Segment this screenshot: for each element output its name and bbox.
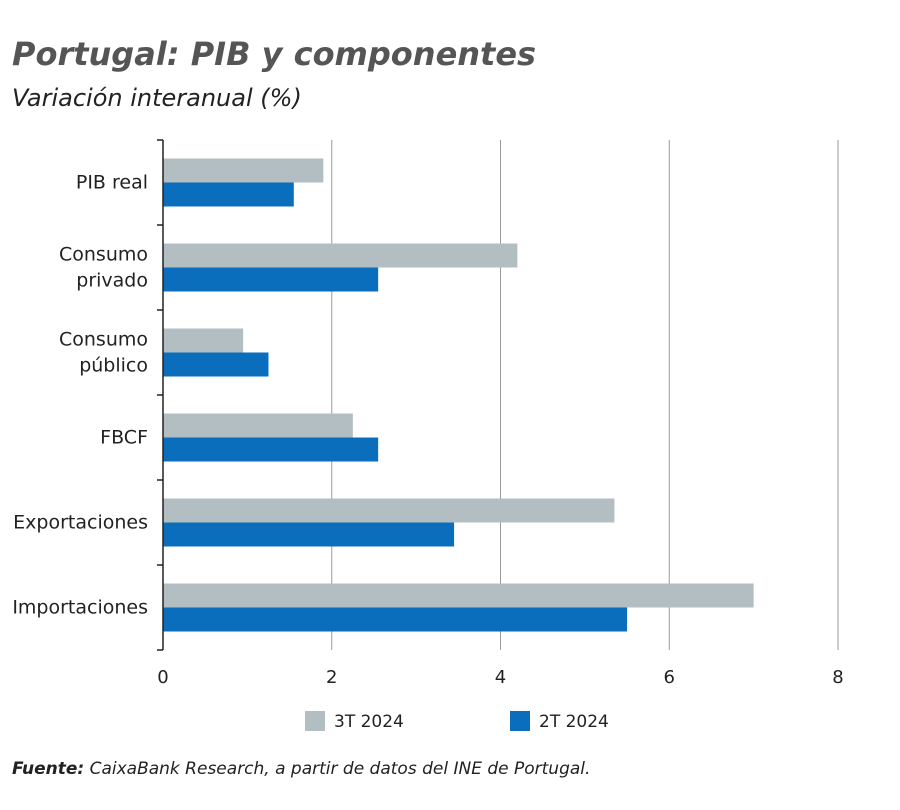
bar	[163, 522, 455, 547]
bar	[163, 498, 615, 523]
chart-subtitle: Variación interanual (%)	[12, 84, 302, 112]
x-tick-label: 6	[664, 667, 675, 688]
y-tick-label: FBCF	[100, 426, 148, 448]
legend-label: 2T 2024	[539, 712, 609, 732]
bar	[163, 328, 244, 353]
x-tick-label: 4	[495, 667, 506, 688]
bar	[163, 158, 324, 183]
bar	[163, 352, 269, 377]
y-tick-label: Importaciones	[12, 596, 148, 618]
y-tick-label-line: privado	[76, 269, 148, 291]
bar	[163, 267, 379, 292]
bar	[163, 583, 754, 608]
chart-title: Portugal: PIB y componentes	[12, 35, 536, 73]
y-tick-label: Consumo público	[59, 328, 148, 376]
bar	[163, 437, 379, 462]
bar	[163, 607, 628, 632]
source-text: CaixaBank Research, a partir de datos de…	[84, 759, 590, 779]
y-tick-label-line: Consumo	[59, 243, 148, 265]
bar	[163, 182, 294, 207]
source-label: Fuente:	[12, 759, 84, 779]
y-tick-label-line: Importaciones	[12, 596, 148, 618]
y-tick-label: PIB real	[76, 171, 148, 193]
bar	[163, 413, 353, 438]
y-tick-label-line: público	[79, 354, 148, 376]
legend-swatch	[305, 711, 325, 731]
legend-swatch	[510, 711, 530, 731]
y-tick-label-line: FBCF	[100, 426, 148, 448]
x-tick-label: 8	[832, 667, 843, 688]
y-tick-label-line: PIB real	[76, 171, 148, 193]
y-tick-label-line: Exportaciones	[13, 511, 148, 533]
y-tick-label: Exportaciones	[13, 511, 148, 533]
x-tick-label: 0	[157, 667, 168, 688]
bar	[163, 243, 518, 268]
source: Fuente: CaixaBank Research, a partir de …	[12, 759, 590, 779]
y-tick-label-line: Consumo	[59, 328, 148, 350]
legend-label: 3T 2024	[334, 712, 404, 732]
y-tick-label: Consumo privado	[59, 243, 148, 291]
x-tick-label: 2	[326, 667, 337, 688]
